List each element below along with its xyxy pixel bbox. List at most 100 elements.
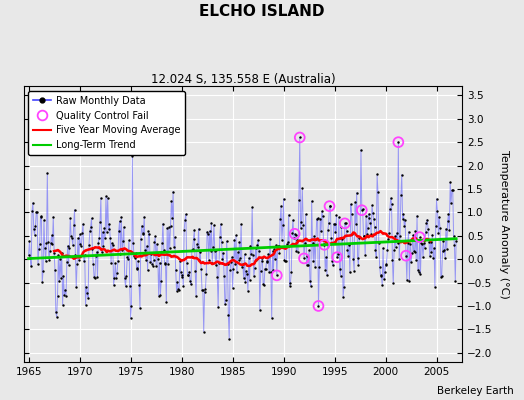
- Point: [293, 237, 301, 243]
- Point: [249, 273, 258, 279]
- Point: [402, 252, 410, 259]
- Point: [316, 215, 324, 222]
- Point: [246, 242, 255, 249]
- Point: [388, 257, 397, 263]
- Point: [423, 216, 431, 223]
- Point: [119, 238, 127, 244]
- Point: [315, 264, 323, 271]
- Title: 12.024 S, 135.558 E (Australia): 12.024 S, 135.558 E (Australia): [150, 73, 335, 86]
- Point: [47, 240, 55, 246]
- Point: [311, 264, 319, 270]
- Point: [232, 232, 240, 238]
- Point: [92, 253, 100, 260]
- Point: [97, 249, 106, 256]
- Point: [27, 263, 35, 269]
- Point: [443, 245, 451, 252]
- Point: [233, 269, 241, 276]
- Point: [335, 266, 344, 272]
- Point: [65, 245, 73, 252]
- Point: [238, 264, 246, 270]
- Point: [51, 267, 59, 273]
- Point: [200, 288, 209, 295]
- Point: [212, 247, 221, 254]
- Point: [235, 239, 244, 246]
- Point: [362, 212, 370, 219]
- Point: [438, 272, 446, 279]
- Point: [241, 251, 249, 258]
- Point: [71, 252, 80, 258]
- Point: [154, 255, 162, 262]
- Point: [90, 274, 99, 280]
- Point: [411, 228, 420, 235]
- Point: [185, 269, 193, 275]
- Point: [439, 237, 447, 244]
- Point: [398, 172, 406, 178]
- Point: [77, 241, 85, 247]
- Point: [420, 245, 429, 251]
- Point: [209, 244, 217, 250]
- Point: [73, 261, 81, 268]
- Point: [378, 282, 386, 288]
- Point: [193, 244, 202, 251]
- Legend: Raw Monthly Data, Quality Control Fail, Five Year Moving Average, Long-Term Tren: Raw Monthly Data, Quality Control Fail, …: [28, 91, 185, 155]
- Point: [59, 302, 67, 308]
- Point: [398, 216, 407, 222]
- Point: [387, 195, 395, 201]
- Point: [384, 235, 392, 242]
- Point: [383, 247, 391, 253]
- Point: [399, 211, 408, 217]
- Point: [222, 297, 230, 303]
- Point: [394, 139, 402, 145]
- Point: [313, 215, 322, 222]
- Point: [102, 193, 110, 200]
- Point: [199, 287, 207, 293]
- Point: [211, 262, 220, 268]
- Point: [40, 217, 48, 224]
- Point: [451, 277, 460, 284]
- Point: [211, 248, 219, 254]
- Point: [189, 236, 198, 242]
- Point: [194, 226, 203, 232]
- Point: [52, 314, 61, 320]
- Point: [416, 234, 424, 240]
- Point: [391, 233, 399, 239]
- Point: [138, 230, 147, 236]
- Point: [160, 246, 168, 253]
- Point: [366, 220, 375, 226]
- Point: [156, 292, 165, 298]
- Point: [452, 237, 461, 244]
- Point: [420, 240, 428, 247]
- Point: [350, 268, 358, 274]
- Point: [349, 256, 357, 262]
- Point: [197, 266, 205, 273]
- Point: [126, 315, 135, 321]
- Point: [429, 255, 438, 261]
- Point: [297, 219, 305, 226]
- Point: [267, 268, 275, 275]
- Point: [305, 247, 313, 254]
- Point: [449, 187, 457, 193]
- Point: [336, 273, 345, 279]
- Point: [447, 200, 455, 206]
- Point: [401, 216, 409, 223]
- Point: [45, 257, 53, 263]
- Point: [397, 192, 405, 199]
- Point: [272, 242, 280, 248]
- Point: [206, 248, 215, 254]
- Point: [70, 222, 78, 228]
- Point: [331, 229, 340, 236]
- Point: [376, 273, 385, 279]
- Point: [169, 188, 177, 195]
- Point: [69, 242, 77, 249]
- Point: [408, 250, 416, 256]
- Point: [91, 274, 99, 281]
- Point: [25, 238, 34, 244]
- Point: [208, 260, 216, 267]
- Point: [266, 235, 274, 242]
- Point: [149, 257, 158, 264]
- Point: [231, 261, 239, 267]
- Point: [254, 237, 263, 243]
- Point: [85, 228, 94, 235]
- Point: [319, 213, 327, 219]
- Point: [279, 222, 287, 228]
